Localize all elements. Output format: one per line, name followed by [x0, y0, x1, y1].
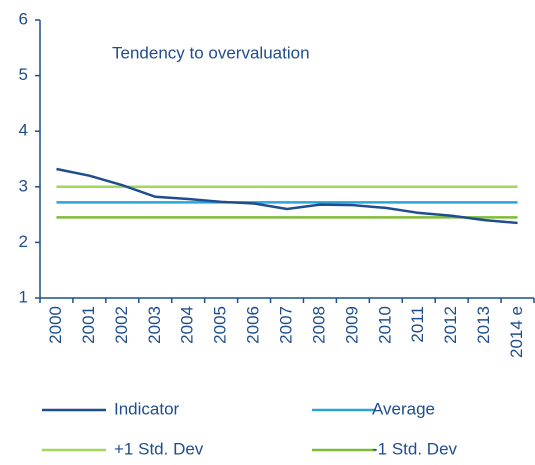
x-tick-label: 2001: [79, 306, 98, 344]
legend-label: Indicator: [114, 399, 180, 418]
x-tick-label: 2007: [276, 306, 295, 344]
x-tick-label: 2010: [375, 306, 394, 344]
x-tick-label: 2005: [211, 306, 230, 344]
x-tick-label: 2009: [342, 306, 361, 344]
x-tick-label: 2012: [441, 306, 460, 344]
x-tick-label: 2011: [408, 306, 427, 343]
y-tick-label: 6: [19, 9, 28, 28]
y-tick-label: 3: [19, 176, 28, 195]
x-tick-label: 2000: [46, 306, 65, 344]
legend-label: -1 Std. Dev: [372, 439, 458, 458]
x-tick-label: 2002: [112, 306, 131, 344]
y-tick-label: 5: [19, 65, 28, 84]
legend-label: +1 Std. Dev: [114, 439, 204, 458]
x-tick-label: 2004: [178, 306, 197, 344]
x-tick-label: 2008: [309, 306, 328, 344]
x-tick-label: 2003: [145, 306, 164, 344]
x-tick-label: 2014 e: [507, 306, 526, 358]
annotation: Tendency to overvaluation: [112, 43, 310, 62]
x-tick-label: 2006: [244, 306, 263, 344]
series-line: [56, 167, 518, 225]
legend-label: Average: [372, 399, 435, 418]
y-tick-label: 1: [19, 287, 28, 306]
y-tick-label: 2: [19, 232, 28, 251]
x-tick-label: 2013: [474, 306, 493, 344]
y-tick-label: 4: [19, 121, 28, 140]
